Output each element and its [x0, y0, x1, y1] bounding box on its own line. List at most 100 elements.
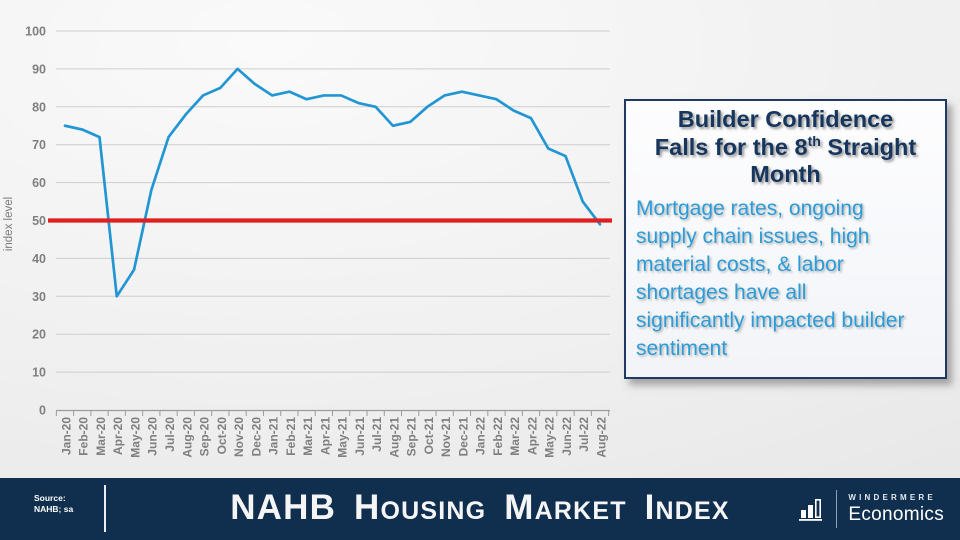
x-tick-label-group: Jun-20 [146, 417, 160, 456]
y-tick-label: 60 [32, 176, 46, 190]
x-tick-label: Apr-21 [318, 417, 332, 455]
x-tick-label-group: Jun-21 [353, 417, 367, 456]
x-tick-label: Oct-21 [422, 417, 436, 455]
x-tick-label: May-22 [543, 417, 557, 458]
x-tick-label-group: Oct-20 [215, 417, 229, 455]
x-tick-label-group: Sep-21 [405, 417, 419, 457]
x-tick-label-group: Aug-22 [594, 417, 608, 458]
logo-division: Economics [848, 503, 944, 525]
source-value: NAHB; sa [34, 504, 74, 515]
source-label: Source: [34, 493, 66, 503]
y-tick-label: 80 [32, 100, 46, 114]
x-tick-label-group: May-22 [543, 417, 557, 458]
x-tick-label: Apr-20 [111, 417, 125, 455]
x-tick-label: Mar-20 [94, 417, 108, 456]
x-tick-label: Mar-21 [301, 417, 315, 456]
x-tick-label-group: Jun-22 [560, 417, 574, 456]
x-tick-label: Sep-20 [198, 417, 212, 457]
hmi-line-series [63, 67, 602, 298]
x-tick-label-group: Apr-20 [111, 417, 125, 455]
annotation-body: Mortgage rates, ongoing supply chain iss… [636, 197, 905, 360]
x-tick-label-group: Sep-20 [198, 417, 212, 457]
x-tick-label-group: Dec-21 [456, 417, 470, 457]
x-tick-label-group: Aug-20 [180, 417, 194, 458]
x-tick-label-group: May-20 [128, 417, 142, 458]
x-tick-label-group: Feb-22 [491, 417, 505, 456]
x-tick-label: May-21 [336, 417, 350, 458]
x-tick-label-group: Apr-22 [525, 417, 539, 455]
annotation-title-line2: Falls for the 8 [654, 133, 808, 160]
x-tick-label: May-20 [128, 417, 142, 458]
y-tick-label: 50 [32, 214, 46, 228]
x-tick-label: Jul-21 [370, 417, 384, 452]
y-axis-title-group: index level [3, 197, 15, 251]
x-tick-label: Nov-20 [232, 417, 246, 457]
x-tick-label: Aug-22 [594, 417, 608, 458]
footer-divider [104, 485, 106, 532]
y-tick-label: 70 [32, 138, 46, 152]
x-tick-label: Mar-22 [508, 417, 522, 456]
logo-divider [836, 490, 838, 528]
x-tick-label: Jun-20 [146, 417, 160, 456]
windermere-logo: WINDERMERE Economics [798, 478, 944, 540]
x-tick-label-group: Jul-21 [370, 417, 384, 452]
footer-bar: Source: NAHB; sa NAHB Housing Market Ind… [0, 478, 960, 540]
x-tick-label-group: Apr-21 [318, 417, 332, 455]
logo-brand: WINDERMERE [848, 492, 936, 502]
x-tick-label-group: Feb-21 [284, 417, 298, 456]
annotation-title-line2b: Straight [820, 133, 917, 160]
annotation-title-line3: Month [750, 161, 821, 188]
x-tick-label-group: Feb-20 [77, 417, 91, 456]
y-tick-label: 30 [32, 290, 46, 304]
slide-title: NAHB Housing Market Index [230, 488, 730, 527]
y-tick-label: 40 [32, 252, 46, 266]
x-tick-label: Jan-22 [474, 417, 488, 455]
x-tick-label: Jan-20 [59, 417, 73, 455]
x-tick-label-group: Mar-20 [94, 417, 108, 456]
annotation-title: Builder Confidence Falls for the 8th Str… [636, 106, 935, 189]
x-tick-label: Dec-21 [456, 417, 470, 457]
bar-chart-icon [799, 498, 823, 521]
annotation-box: Builder Confidence Falls for the 8th Str… [624, 99, 947, 379]
x-tick-label-group: Nov-20 [232, 417, 246, 457]
y-tick-label: 10 [32, 366, 46, 380]
x-tick-label: Jun-22 [560, 417, 574, 456]
y-axis-title: index level [3, 197, 15, 251]
x-tick-label: Jul-20 [163, 417, 177, 452]
x-tick-label-group: Dec-20 [249, 417, 263, 457]
x-tick-label-group: Mar-22 [508, 417, 522, 456]
x-tick-label: Nov-21 [439, 417, 453, 457]
x-tick-label: Aug-21 [387, 417, 401, 458]
x-tick-label-group: Jul-22 [577, 417, 591, 452]
line-chart-svg: 0 10 20 30 40 50 60 70 80 90 100 Jan-20 Feb-20 Mar-20… [3, 25, 612, 458]
x-tick-label-group: Jul-20 [163, 417, 177, 452]
x-tick-label-group: Oct-21 [422, 417, 436, 455]
x-tick-label: Jun-21 [353, 417, 367, 456]
logo-text: WINDERMERE Economics [848, 493, 944, 526]
x-tick-label: Jul-22 [577, 417, 591, 452]
x-tick-label: Sep-21 [405, 417, 419, 457]
source-note: Source: NAHB; sa [34, 493, 73, 515]
x-tick-label-group: Jan-20 [59, 417, 73, 455]
annotation-title-line1: Builder Confidence [677, 106, 894, 132]
x-tick-label: Feb-22 [491, 417, 505, 456]
y-tick-label: 90 [32, 62, 46, 76]
x-tick-label: Jan-21 [267, 417, 281, 455]
x-tick-label-group: Aug-21 [387, 417, 401, 458]
y-tick-label: 100 [25, 25, 46, 39]
x-tick-label-group: Jan-22 [474, 417, 488, 455]
x-tick-label: Dec-20 [249, 417, 263, 457]
nahb-hmi-line-chart: 0 10 20 30 40 50 60 70 80 90 100 Jan-20 Feb-20 Mar-20… [3, 25, 612, 458]
x-tick-label-group: Jan-21 [267, 417, 281, 455]
x-tick-label: Feb-21 [284, 417, 298, 456]
x-tick-label-group: Mar-21 [301, 417, 315, 456]
x-tick-label: Aug-20 [180, 417, 194, 458]
y-tick-label: 0 [39, 404, 46, 418]
y-tick-label: 20 [32, 328, 46, 342]
x-tick-label-group: May-21 [336, 417, 350, 458]
ordinal-suffix: th [807, 132, 821, 149]
x-tick-label: Oct-20 [215, 417, 229, 455]
x-tick-label: Feb-20 [77, 417, 91, 456]
x-tick-label: Apr-22 [525, 417, 539, 455]
